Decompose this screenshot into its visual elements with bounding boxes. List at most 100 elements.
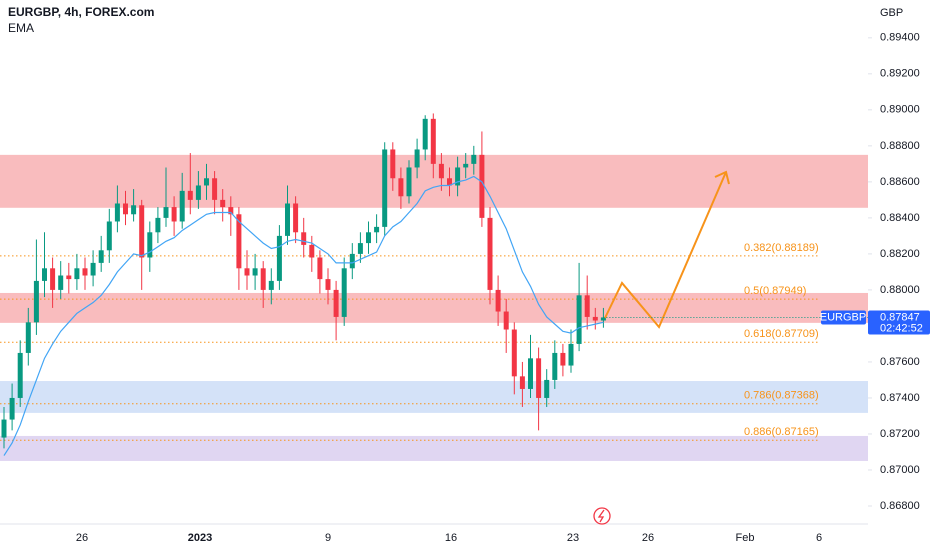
candle-body — [552, 352, 558, 380]
candle-body — [204, 178, 209, 186]
x-tick-label: 2023 — [188, 532, 212, 544]
candle-body — [366, 232, 371, 244]
candle-body — [33, 280, 39, 323]
candle-body — [163, 207, 169, 218]
candle-body — [268, 280, 274, 290]
candle-body — [382, 149, 388, 227]
countdown-label: 02:42:52 — [880, 322, 923, 334]
candle-body — [82, 268, 88, 276]
candle-body — [600, 317, 606, 321]
candle-body — [90, 262, 96, 276]
event-bolt — [597, 509, 605, 523]
y-tick-label: 0.89400 — [880, 32, 920, 44]
candle-body — [325, 279, 331, 290]
y-tick-label: 0.88200 — [880, 248, 920, 260]
x-tick-label: 9 — [325, 532, 331, 544]
y-tick-label: 0.89000 — [880, 104, 920, 116]
fib-label: 0.5(0.87949) — [744, 285, 806, 297]
candle-body — [114, 203, 120, 222]
fib-label: 0.618(0.87709) — [744, 328, 819, 340]
plot — [1, 113, 606, 456]
candle-body — [422, 118, 428, 150]
candle-body — [317, 257, 323, 280]
candle-body — [576, 295, 582, 344]
candle-body — [9, 397, 15, 420]
candle-body — [471, 154, 477, 164]
symbol-box — [821, 310, 866, 325]
candle-body — [244, 268, 250, 276]
candle-body — [293, 203, 299, 233]
candle-body — [309, 244, 315, 258]
y-tick-label: 0.88000 — [880, 284, 920, 296]
candle-body — [455, 167, 461, 186]
candle-body — [301, 232, 307, 245]
candle-body — [66, 275, 72, 280]
candle-body — [252, 268, 258, 276]
arrow-head — [714, 170, 730, 185]
projection-arrow — [604, 171, 727, 329]
candle-body — [123, 203, 128, 215]
zones — [0, 154, 868, 461]
candle-body — [276, 235, 282, 281]
candle-body — [479, 154, 485, 218]
symbol-label: EURGBP — [820, 311, 866, 323]
candle-body — [74, 268, 80, 280]
x-tick-label: 26 — [76, 532, 88, 544]
y-tick-label: 0.86800 — [880, 500, 920, 512]
candle-body — [147, 232, 153, 258]
y-tick-label: 0.87400 — [880, 392, 920, 404]
candle-body — [98, 250, 104, 263]
candle-body — [357, 243, 363, 254]
candle-body — [503, 311, 509, 330]
candle-body — [131, 205, 137, 215]
candle-body — [519, 376, 525, 389]
y-tick-label: 0.89200 — [880, 68, 920, 80]
candle-body — [544, 379, 550, 398]
candle-body — [487, 217, 493, 290]
x-tick-label: 6 — [816, 532, 822, 544]
candle-body — [42, 268, 47, 281]
x-tick-label: 16 — [445, 532, 457, 544]
candle-body — [228, 207, 234, 215]
x-tick-label: 23 — [567, 532, 579, 544]
candle-body — [17, 352, 23, 398]
x-tick-label: 26 — [642, 532, 654, 544]
candle-body — [495, 289, 501, 312]
candle-body — [430, 118, 436, 164]
event-icon[interactable] — [593, 507, 611, 525]
candle-body — [398, 178, 404, 197]
currency-label: GBP — [880, 7, 903, 19]
candle-body — [155, 217, 161, 233]
candle-body — [592, 316, 598, 321]
candle-body — [236, 214, 242, 269]
candle-body — [179, 190, 185, 222]
candle-body — [260, 268, 266, 290]
candle-body — [528, 358, 533, 389]
indicator-label: EMA — [8, 21, 34, 35]
candle-body — [285, 203, 290, 236]
fib-label: 0.382(0.88189) — [744, 242, 819, 254]
candle-body — [511, 329, 517, 377]
candle-body — [568, 343, 574, 366]
candle-body — [438, 163, 444, 179]
candle-body — [58, 275, 64, 290]
candle-body — [187, 190, 193, 200]
y-tick-label: 0.88800 — [880, 140, 920, 152]
candle-body — [106, 221, 112, 251]
y-tick-label: 0.87200 — [880, 428, 920, 440]
candle-body — [463, 163, 469, 168]
price-label: 0.87847 — [880, 311, 920, 323]
candle-body — [220, 199, 226, 208]
fib-label: 0.886(0.87165) — [744, 426, 819, 438]
candle-body — [447, 178, 452, 186]
candle-body — [341, 268, 347, 317]
candle-body — [195, 185, 201, 200]
candle-body — [1, 419, 7, 438]
candle-body — [414, 149, 420, 168]
candle-body — [406, 167, 412, 197]
zone — [0, 381, 868, 413]
fib-label: 0.786(0.87368) — [744, 390, 819, 402]
candle-body — [139, 205, 145, 258]
y-tick-label: 0.87000 — [880, 464, 920, 476]
